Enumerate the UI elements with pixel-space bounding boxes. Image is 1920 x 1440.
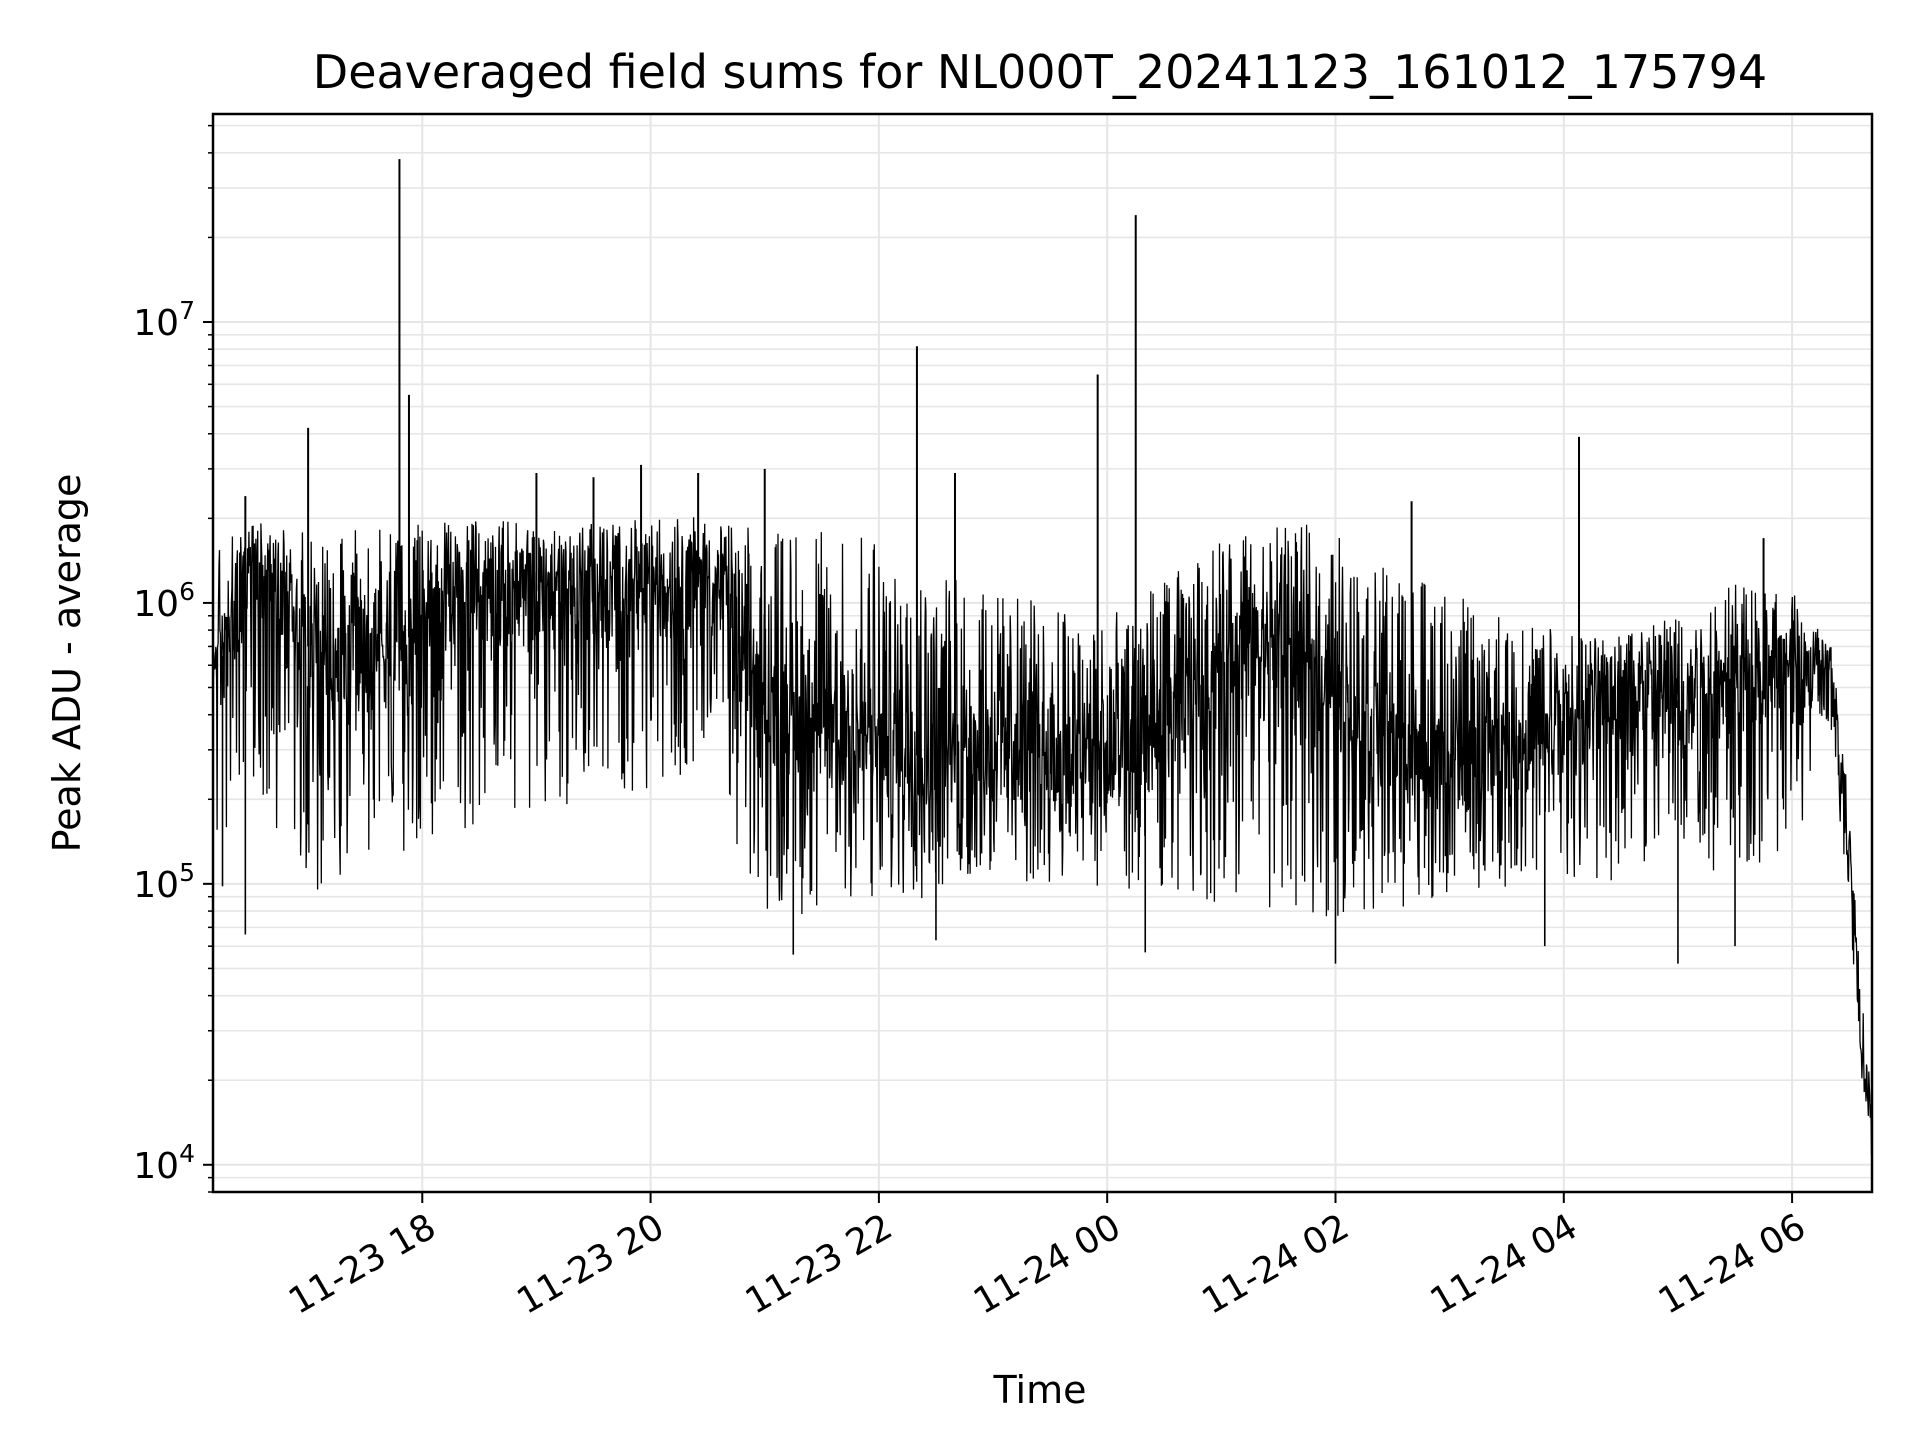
x-tick-label: 11-24 02 <box>1195 1206 1356 1322</box>
y-tick-label: 106 <box>133 577 195 625</box>
x-axis: 11-23 18 11-23 20 11-23 22 11-24 00 11-24 02… <box>282 1192 1813 1323</box>
y-axis: 104 105 106 107 <box>133 124 213 1193</box>
y-tick-label: 104 <box>133 1139 195 1187</box>
x-tick-label: 11-24 04 <box>1424 1206 1585 1322</box>
y-tick-label: 107 <box>133 296 195 344</box>
x-tick-label: 11-24 06 <box>1652 1206 1813 1322</box>
x-tick-label: 11-23 20 <box>510 1206 671 1322</box>
plot-area <box>213 159 1872 1156</box>
y-tick-label: 105 <box>133 858 195 906</box>
plot-frame <box>211 112 1874 1194</box>
x-tick-label: 11-24 00 <box>967 1206 1128 1322</box>
series-line <box>213 517 1872 1156</box>
x-tick-label: 11-23 22 <box>739 1206 900 1322</box>
y-axis-label: Peak ADU - average <box>45 474 89 853</box>
x-tick-label: 11-23 18 <box>282 1206 443 1322</box>
chart-title: Deaveraged field sums for NL000T_2024112… <box>313 45 1767 99</box>
data-series <box>213 159 1872 1156</box>
x-axis-label: Time <box>993 1368 1087 1412</box>
